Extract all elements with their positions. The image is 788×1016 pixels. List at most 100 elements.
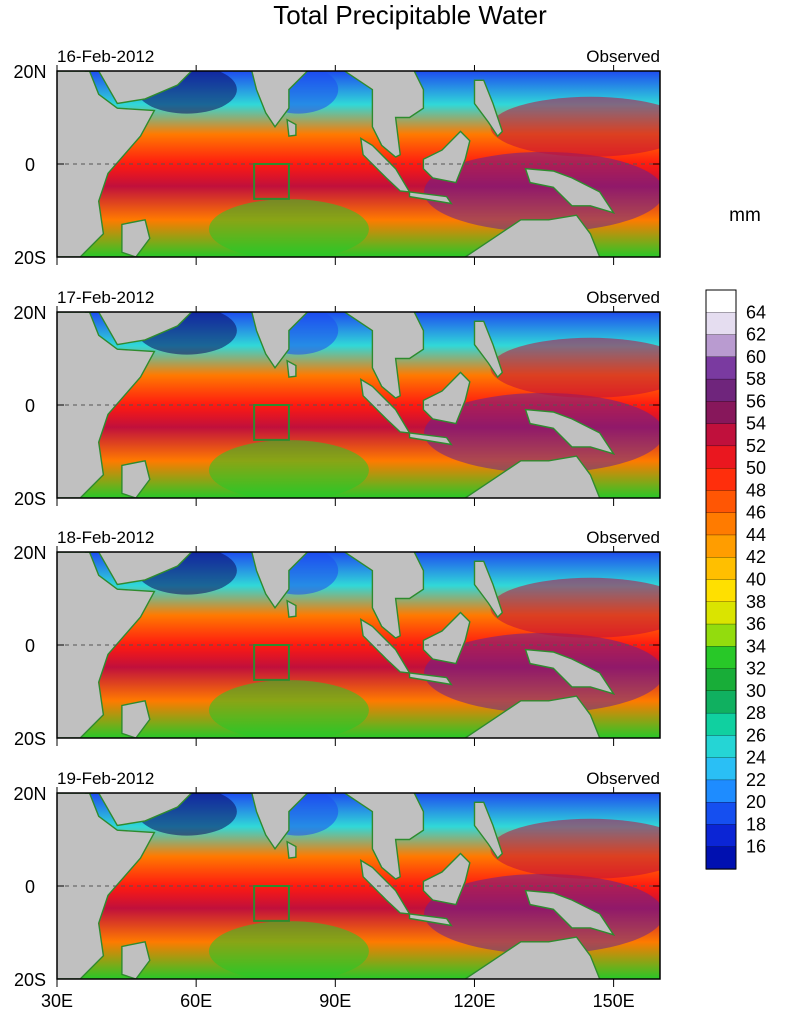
moisture-region [424, 632, 660, 713]
land-sri-lanka [286, 599, 297, 618]
colorbar-segment [705, 757, 737, 781]
colorbar-segment [705, 490, 737, 514]
land-india [233, 552, 308, 610]
map-panel: 17-Feb-2012 Observed 20N 0 20S [13, 288, 661, 509]
land-australia [464, 936, 601, 979]
y-tick-label: 20N [13, 62, 46, 82]
colorbar-segment [705, 557, 737, 581]
y-tick-label: 20N [13, 543, 46, 563]
panel-label: Observed [586, 47, 660, 66]
colorbar-label: 18 [746, 814, 766, 834]
x-tick-label: 150E [593, 991, 635, 1011]
land-indochina [344, 312, 425, 399]
moisture-region [490, 337, 660, 398]
moisture-region [424, 873, 660, 954]
map-panel: 16-Feb-2012 Observed 20N 0 20S [13, 47, 661, 268]
colorbar-segment [705, 646, 737, 670]
land-borneo [422, 130, 471, 184]
land-sri-lanka [286, 118, 297, 137]
map-panel: 19-Feb-2012 Observed 20N 0 20S [13, 769, 661, 990]
colorbar-label: 44 [746, 525, 766, 545]
colorbar-segment [705, 423, 737, 447]
colorbar-segment [705, 312, 737, 336]
panel-label: Observed [586, 288, 660, 307]
colorbar-label: 52 [746, 436, 766, 456]
region-box [253, 885, 290, 922]
y-tick-label: 0 [25, 396, 35, 416]
colorbar-label: 34 [746, 636, 766, 656]
x-tick-label: 30E [41, 991, 73, 1011]
colorbar-label: 50 [746, 458, 766, 478]
colorbar-label: 22 [746, 770, 766, 790]
land-borneo [422, 611, 471, 665]
land-java [408, 672, 453, 686]
moisture-region [208, 199, 369, 257]
land-australia [464, 455, 601, 498]
colorbar-segment [705, 712, 737, 737]
panel-date: 18-Feb-2012 [57, 528, 154, 547]
moisture-region [490, 818, 660, 879]
colorbar-label: 48 [746, 480, 766, 500]
region-box [253, 163, 290, 200]
land-borneo [422, 852, 471, 906]
colorbar-segment [705, 334, 737, 358]
colorbar-label: 46 [746, 503, 766, 523]
land-indochina [344, 552, 425, 639]
y-tick-label: 20S [14, 729, 46, 749]
land-australia [464, 695, 601, 738]
map-panels: 16-Feb-2012 Observed 20N 0 20S 17-Feb-2012 Obs… [13, 47, 661, 990]
y-tick-label: 20S [14, 970, 46, 990]
land-indochina [344, 71, 425, 158]
colorbar-label: 32 [746, 659, 766, 679]
land-new-guinea [524, 408, 616, 456]
colorbar-segment [705, 779, 737, 803]
colorbar-label: 60 [746, 347, 766, 367]
land-sumatra [359, 378, 411, 434]
colorbar-segment [705, 289, 737, 313]
colorbar-label: 30 [746, 681, 766, 701]
land-java [408, 191, 453, 205]
x-axis: 30E 60E 90E 120E 150E [41, 991, 635, 1011]
y-tick-label: 20S [14, 248, 46, 268]
land-india [233, 71, 308, 129]
colorbar-label: 42 [746, 547, 766, 567]
land-philippines [473, 79, 504, 138]
moisture-region [490, 577, 660, 638]
colorbar-label: 64 [746, 302, 766, 322]
colorbar-label: 40 [746, 570, 766, 590]
land-new-guinea [524, 889, 616, 937]
land-sri-lanka [286, 840, 297, 859]
colorbar-label: 62 [746, 325, 766, 345]
land-philippines [473, 801, 504, 860]
figure-title: Total Precipitable Water [273, 0, 547, 30]
colorbar-segment [705, 579, 737, 603]
colorbar-label: 56 [746, 391, 766, 411]
colorbar-segment [705, 824, 737, 848]
colorbar-segment [705, 468, 737, 492]
region-box [253, 404, 290, 441]
colorbar-label: 24 [746, 748, 766, 768]
y-tick-label: 20S [14, 489, 46, 509]
land-sumatra [359, 618, 411, 674]
panel-date: 16-Feb-2012 [57, 47, 154, 66]
colorbar-segment [705, 601, 737, 625]
land-arabia [84, 793, 192, 827]
colorbar-segment [705, 690, 737, 714]
colorbar-segment [705, 846, 737, 870]
colorbar-label: 58 [746, 369, 766, 389]
land-java [408, 432, 453, 446]
land-sumatra [359, 859, 411, 915]
moisture-region [208, 440, 369, 498]
colorbar-label: 28 [746, 703, 766, 723]
y-tick-label: 0 [25, 636, 35, 656]
moisture-region [208, 921, 369, 979]
land-new-guinea [524, 167, 616, 215]
land-arabia [84, 552, 192, 586]
land-philippines [473, 560, 504, 619]
land-arabia [84, 71, 192, 105]
panel-date: 17-Feb-2012 [57, 288, 154, 307]
panel-label: Observed [586, 528, 660, 547]
colorbar-segment [705, 445, 737, 469]
